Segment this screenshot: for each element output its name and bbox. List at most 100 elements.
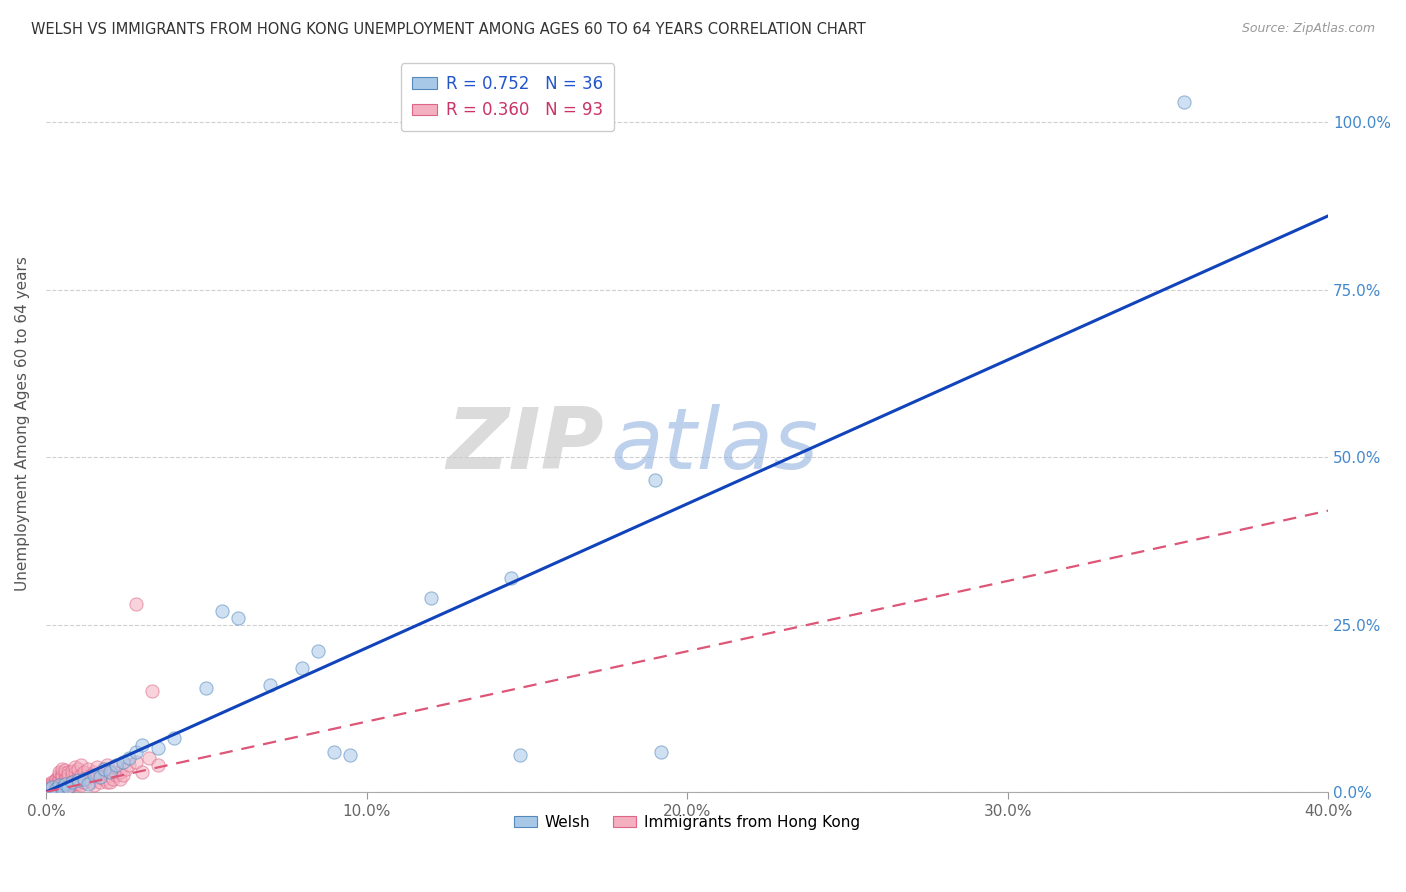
Point bbox=[83, 764, 105, 779]
Point bbox=[86, 759, 108, 773]
Point bbox=[307, 644, 329, 658]
Point bbox=[45, 778, 67, 792]
Point bbox=[73, 775, 96, 789]
Point bbox=[211, 604, 233, 618]
Point bbox=[48, 778, 70, 792]
Point bbox=[66, 777, 89, 791]
Point bbox=[53, 772, 76, 787]
Point bbox=[80, 768, 103, 782]
Point bbox=[499, 571, 522, 585]
Point bbox=[53, 766, 76, 780]
Point bbox=[48, 772, 70, 787]
Point bbox=[48, 768, 70, 782]
Point bbox=[38, 777, 60, 791]
Point bbox=[63, 764, 86, 779]
Point bbox=[83, 768, 105, 782]
Point bbox=[48, 772, 70, 786]
Text: WELSH VS IMMIGRANTS FROM HONG KONG UNEMPLOYMENT AMONG AGES 60 TO 64 YEARS CORREL: WELSH VS IMMIGRANTS FROM HONG KONG UNEMP… bbox=[31, 22, 866, 37]
Point bbox=[118, 758, 141, 772]
Point bbox=[60, 775, 83, 789]
Point bbox=[76, 762, 98, 776]
Point bbox=[41, 780, 63, 795]
Point bbox=[83, 778, 105, 792]
Point bbox=[45, 781, 67, 796]
Point bbox=[37, 783, 59, 797]
Point bbox=[650, 745, 672, 759]
Point bbox=[96, 775, 118, 789]
Point bbox=[58, 780, 80, 794]
Point bbox=[644, 474, 666, 488]
Point bbox=[41, 778, 63, 792]
Point bbox=[108, 772, 131, 786]
Point bbox=[66, 772, 89, 787]
Point bbox=[419, 591, 441, 605]
Point bbox=[93, 762, 115, 776]
Point bbox=[41, 775, 63, 789]
Point bbox=[111, 755, 134, 769]
Point bbox=[58, 777, 80, 791]
Point bbox=[76, 777, 98, 791]
Point bbox=[105, 759, 128, 773]
Point bbox=[63, 759, 86, 773]
Point bbox=[125, 745, 148, 759]
Point bbox=[70, 768, 93, 782]
Point bbox=[1173, 95, 1195, 109]
Point bbox=[80, 775, 103, 789]
Point bbox=[53, 763, 76, 777]
Point bbox=[45, 772, 67, 787]
Point bbox=[51, 777, 73, 791]
Point bbox=[63, 777, 86, 791]
Point bbox=[105, 768, 128, 782]
Point bbox=[89, 775, 111, 789]
Point bbox=[195, 681, 218, 695]
Point bbox=[73, 764, 96, 779]
Point bbox=[103, 764, 125, 779]
Point bbox=[105, 758, 128, 772]
Point bbox=[66, 775, 89, 789]
Point bbox=[291, 661, 314, 675]
Point bbox=[48, 780, 70, 794]
Point bbox=[38, 781, 60, 796]
Point bbox=[45, 775, 67, 789]
Point bbox=[93, 762, 115, 776]
Point bbox=[53, 775, 76, 789]
Point bbox=[66, 762, 89, 776]
Point bbox=[51, 780, 73, 795]
Point bbox=[226, 611, 249, 625]
Point bbox=[73, 772, 96, 786]
Point bbox=[108, 764, 131, 779]
Point bbox=[53, 777, 76, 791]
Point bbox=[48, 775, 70, 789]
Point bbox=[63, 772, 86, 787]
Point bbox=[98, 775, 121, 789]
Point bbox=[38, 780, 60, 795]
Point bbox=[60, 775, 83, 789]
Point bbox=[163, 731, 186, 746]
Point bbox=[146, 758, 169, 772]
Point bbox=[98, 764, 121, 779]
Point bbox=[89, 766, 111, 780]
Point bbox=[45, 780, 67, 794]
Point bbox=[51, 770, 73, 784]
Point bbox=[73, 772, 96, 786]
Point bbox=[51, 764, 73, 779]
Text: Source: ZipAtlas.com: Source: ZipAtlas.com bbox=[1241, 22, 1375, 36]
Point bbox=[51, 762, 73, 776]
Point bbox=[45, 772, 67, 786]
Point bbox=[259, 678, 281, 692]
Point bbox=[38, 780, 60, 794]
Point bbox=[125, 598, 148, 612]
Point bbox=[53, 772, 76, 786]
Point bbox=[60, 778, 83, 792]
Point bbox=[138, 751, 160, 765]
Point bbox=[89, 770, 111, 784]
Point bbox=[51, 780, 73, 794]
Point bbox=[70, 778, 93, 792]
Point bbox=[66, 770, 89, 784]
Point bbox=[115, 762, 138, 776]
Y-axis label: Unemployment Among Ages 60 to 64 years: Unemployment Among Ages 60 to 64 years bbox=[15, 256, 30, 591]
Point bbox=[58, 768, 80, 782]
Point bbox=[58, 772, 80, 786]
Point bbox=[131, 764, 153, 779]
Text: atlas: atlas bbox=[610, 404, 818, 487]
